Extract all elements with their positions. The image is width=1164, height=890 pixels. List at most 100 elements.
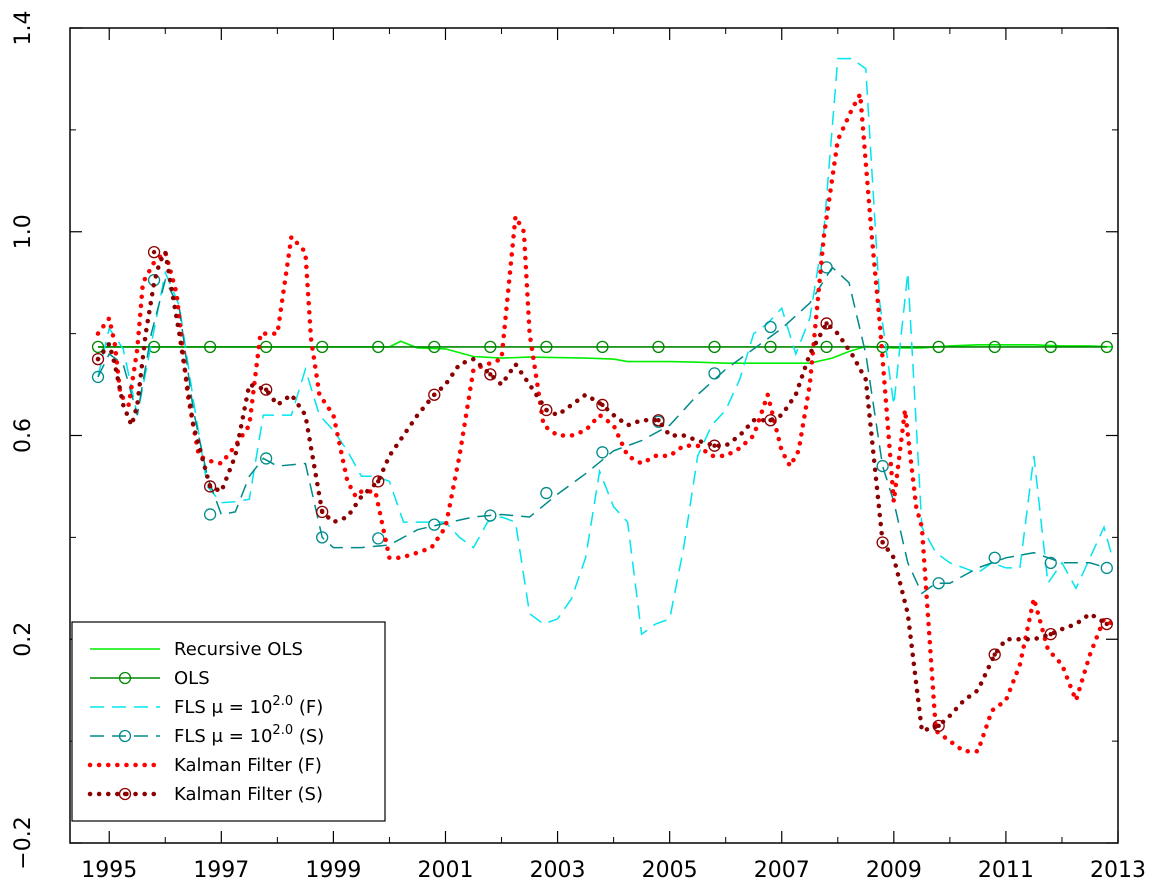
data-point-marker bbox=[932, 719, 945, 732]
x-tick-label: 2011 bbox=[978, 858, 1034, 883]
legend-label-main: FLS μ = 10 bbox=[174, 726, 272, 747]
data-point-dot bbox=[768, 418, 773, 423]
series-5 bbox=[91, 245, 1113, 734]
data-point-marker bbox=[203, 508, 217, 521]
data-point-marker bbox=[203, 340, 217, 354]
legend-box bbox=[71, 621, 386, 822]
data-point-marker bbox=[316, 340, 329, 354]
data-point-marker bbox=[316, 505, 329, 519]
data-point-dot bbox=[319, 509, 325, 515]
data-point-marker bbox=[764, 320, 777, 334]
data-point-marker bbox=[876, 340, 889, 354]
legend-label: FLS μ = 102.0 (S) bbox=[174, 723, 324, 747]
data-point-dot bbox=[1048, 631, 1053, 637]
legend-label: Kalman Filter (F) bbox=[174, 755, 322, 776]
data-point-marker bbox=[988, 551, 1001, 564]
x-tick-label: 2009 bbox=[866, 858, 922, 883]
series-line bbox=[97, 57, 1114, 636]
data-point-marker bbox=[988, 648, 1001, 661]
data-point-marker bbox=[372, 532, 385, 545]
data-point-marker bbox=[316, 531, 329, 544]
x-tick-label: 1999 bbox=[305, 858, 361, 883]
data-point-marker bbox=[484, 340, 497, 354]
legend-label: FLS μ = 102.0 (F) bbox=[174, 694, 323, 718]
data-point-dot bbox=[263, 387, 269, 392]
series-2 bbox=[97, 57, 1114, 636]
y-tick-label: 1.0 bbox=[11, 214, 36, 249]
data-point-dot bbox=[656, 418, 661, 423]
x-tick-label: 1995 bbox=[81, 858, 137, 883]
legend-label: OLS bbox=[174, 668, 210, 689]
data-point-marker bbox=[652, 414, 665, 427]
x-tick-label: 2007 bbox=[754, 858, 810, 883]
data-point-dot bbox=[880, 540, 885, 545]
x-tick-label: 1997 bbox=[193, 858, 249, 883]
data-point-marker bbox=[91, 352, 105, 366]
data-point-marker bbox=[259, 452, 273, 465]
data-point-marker bbox=[484, 509, 497, 522]
x-tick-label: 2001 bbox=[417, 858, 473, 883]
y-tick-label: −0.2 bbox=[11, 816, 36, 869]
data-point-dot bbox=[824, 321, 829, 326]
legend-marker bbox=[118, 671, 132, 685]
series-1 bbox=[91, 340, 1113, 354]
data-point-dot bbox=[600, 402, 605, 408]
legend-label: Recursive OLS bbox=[174, 639, 303, 660]
data-point-marker bbox=[652, 340, 665, 354]
data-point-dot bbox=[488, 372, 493, 377]
legend-marker bbox=[118, 729, 132, 743]
data-point-marker bbox=[932, 340, 945, 354]
data-point-marker bbox=[820, 340, 833, 354]
data-point-marker bbox=[259, 383, 273, 396]
data-point-marker bbox=[764, 414, 777, 427]
data-point-marker bbox=[876, 536, 889, 549]
data-point-marker bbox=[596, 340, 609, 354]
series-line bbox=[95, 86, 1115, 754]
data-point-marker bbox=[484, 368, 497, 381]
data-point-dot bbox=[207, 484, 213, 489]
series-line bbox=[97, 266, 1108, 595]
series-layer bbox=[91, 57, 1115, 754]
data-point-marker bbox=[1100, 340, 1113, 354]
data-point-marker bbox=[708, 439, 721, 452]
y-tick-label: 0.2 bbox=[11, 622, 36, 657]
data-point-dot bbox=[712, 443, 717, 448]
legend-label-main: FLS μ = 10 bbox=[174, 697, 272, 718]
series-3 bbox=[91, 261, 1113, 595]
data-point-dot bbox=[95, 356, 101, 362]
data-point-dot bbox=[936, 723, 941, 729]
data-point-dot bbox=[544, 407, 549, 413]
data-point-marker bbox=[1100, 617, 1113, 631]
legend-label-sup: 2.0 bbox=[272, 723, 293, 738]
x-tick-label: 2005 bbox=[642, 858, 698, 883]
data-point-dot bbox=[992, 652, 997, 657]
data-point-marker bbox=[764, 340, 777, 354]
data-point-marker bbox=[540, 340, 553, 354]
data-point-marker bbox=[708, 367, 721, 380]
y-tick-label: 1.4 bbox=[11, 11, 36, 46]
data-point-marker bbox=[540, 486, 553, 500]
data-point-marker bbox=[372, 475, 385, 488]
data-point-marker bbox=[596, 398, 609, 412]
data-point-marker bbox=[708, 340, 721, 354]
y-tick-label: 0.6 bbox=[11, 418, 36, 453]
legend-label-tail: (S) bbox=[293, 726, 324, 747]
x-tick-label: 2003 bbox=[530, 858, 586, 883]
legend-label-sup: 2.0 bbox=[272, 694, 293, 709]
data-point-marker bbox=[540, 403, 553, 417]
data-point-dot bbox=[376, 479, 381, 484]
data-point-marker bbox=[91, 370, 105, 384]
data-point-marker bbox=[1044, 340, 1057, 354]
legend-label: Kalman Filter (S) bbox=[174, 784, 323, 805]
legend-marker-dot bbox=[122, 791, 128, 797]
data-point-marker bbox=[820, 317, 833, 330]
data-point-marker bbox=[932, 577, 945, 590]
data-point-marker bbox=[1100, 561, 1113, 575]
data-point-dot bbox=[1104, 621, 1109, 627]
axis-layer: 1995 1997 1999 2001 2003 2005 2007 2009 2011 2013… bbox=[11, 11, 1146, 884]
data-point-dot bbox=[432, 392, 437, 397]
data-point-marker bbox=[1044, 556, 1057, 569]
data-point-marker bbox=[91, 340, 105, 354]
